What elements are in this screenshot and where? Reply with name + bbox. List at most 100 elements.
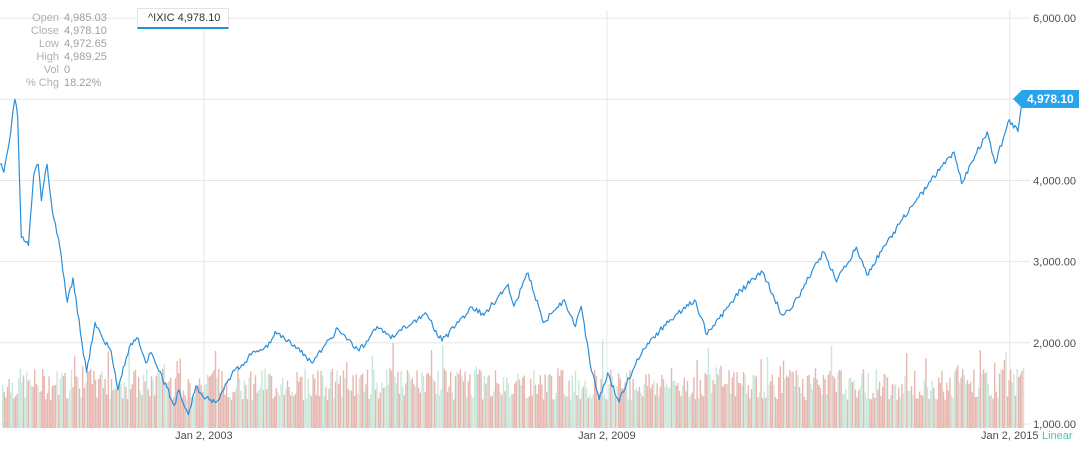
volume-bar xyxy=(816,379,818,428)
volume-bar xyxy=(661,374,663,428)
volume-bar xyxy=(992,398,994,428)
volume-bar xyxy=(856,397,858,428)
volume-bar xyxy=(144,381,146,428)
volume-bar xyxy=(286,380,289,428)
scale-toggle[interactable]: Linear xyxy=(1042,430,1073,442)
volume-bar xyxy=(595,376,597,428)
volume-bar xyxy=(536,393,538,428)
stat-close: Close 4,978.10 xyxy=(30,25,107,37)
stat-high: High 4,989.25 xyxy=(36,51,107,63)
volume-bar xyxy=(114,387,116,428)
volume-bar xyxy=(829,371,831,428)
volume-bar xyxy=(410,380,412,428)
y-tick-label: 6,000.00 xyxy=(1033,13,1076,25)
volume-bar xyxy=(317,370,319,428)
volume-bar xyxy=(574,370,577,428)
volume-bar xyxy=(979,350,981,428)
volume-bar xyxy=(72,387,74,428)
volume-bar xyxy=(192,395,194,428)
volume-bar xyxy=(581,388,583,428)
volume-bar xyxy=(277,391,279,428)
volume-bar xyxy=(878,381,881,428)
volume-bar xyxy=(336,370,338,428)
volume-bar xyxy=(442,344,444,428)
y-tick-label: 4,000.00 xyxy=(1033,175,1076,187)
volume-bar xyxy=(349,390,351,428)
volume-bar xyxy=(704,373,706,428)
volume-bar xyxy=(235,387,237,428)
volume-bar xyxy=(523,375,525,428)
volume-bar xyxy=(616,386,618,428)
volume-bar xyxy=(851,382,853,428)
volume-bar xyxy=(254,375,257,428)
volume-bar xyxy=(446,391,449,428)
volume-bar xyxy=(939,382,941,428)
volume-bar xyxy=(107,351,109,428)
volume-bar xyxy=(218,369,220,428)
price-tag-shape xyxy=(1013,90,1079,108)
volume-bar xyxy=(931,380,933,428)
volume-bar xyxy=(330,372,332,428)
volume-bar xyxy=(293,396,295,428)
volume-bar xyxy=(795,370,797,428)
volume-bar xyxy=(422,375,425,428)
volume-bar xyxy=(91,384,93,428)
volume-bar xyxy=(936,399,938,428)
volume-bar xyxy=(173,397,175,428)
volume-bar xyxy=(35,384,37,428)
volume-bar xyxy=(421,371,423,428)
volume-bar xyxy=(766,357,769,428)
volume-bar xyxy=(803,396,805,428)
volume-bar xyxy=(870,399,873,428)
volume-bar xyxy=(211,372,213,428)
series-legend-chip[interactable]: ^IXIC 4,978.10 xyxy=(137,8,229,29)
volume-bar xyxy=(104,378,106,428)
volume-bar xyxy=(520,385,522,428)
volume-bar xyxy=(109,398,111,428)
volume-bar xyxy=(38,392,41,428)
volume-bar xyxy=(318,396,321,428)
volume-bar xyxy=(821,394,823,428)
volume-bar xyxy=(971,392,973,428)
volume-bar xyxy=(906,353,908,428)
volume-bar xyxy=(453,399,455,428)
volume-bar xyxy=(555,392,557,428)
volume-bar xyxy=(554,398,556,428)
volume-bar xyxy=(339,375,341,428)
volume-bar xyxy=(424,391,426,428)
volume-bar xyxy=(624,382,626,428)
volume-bar xyxy=(526,398,529,428)
volume-bar xyxy=(394,376,396,428)
volume-bar xyxy=(854,389,857,428)
volume-bar xyxy=(990,394,993,428)
volume-bar xyxy=(147,389,149,428)
volume-bar xyxy=(877,389,879,428)
volume-bar xyxy=(834,378,836,428)
volume-bar xyxy=(720,365,722,428)
volume-bar xyxy=(136,397,138,428)
volume-bar xyxy=(648,373,650,428)
volume-bar xyxy=(230,399,233,428)
volume-bar xyxy=(747,385,749,428)
volume-bar xyxy=(950,395,953,428)
volume-bar xyxy=(989,395,991,428)
volume-bar xyxy=(976,396,978,428)
volume-bar xyxy=(888,399,890,428)
volume-bar xyxy=(1022,368,1025,428)
volume-bar xyxy=(850,377,852,428)
volume-bar xyxy=(576,395,578,428)
volume-bar xyxy=(291,392,293,428)
volume-bar xyxy=(477,374,479,428)
volume-bar xyxy=(718,368,721,428)
volume-bar xyxy=(957,365,959,428)
volume-bar xyxy=(90,369,92,428)
volume-bar xyxy=(571,375,573,428)
volume-bars xyxy=(2,339,1025,428)
x-axis-labels: Jan 2, 2003 Jan 2, 2009 Jan 2, 2015 xyxy=(175,430,1038,442)
volume-bar xyxy=(814,368,817,428)
volume-bar xyxy=(482,399,484,428)
volume-bar xyxy=(242,399,244,428)
volume-bar xyxy=(682,385,684,428)
